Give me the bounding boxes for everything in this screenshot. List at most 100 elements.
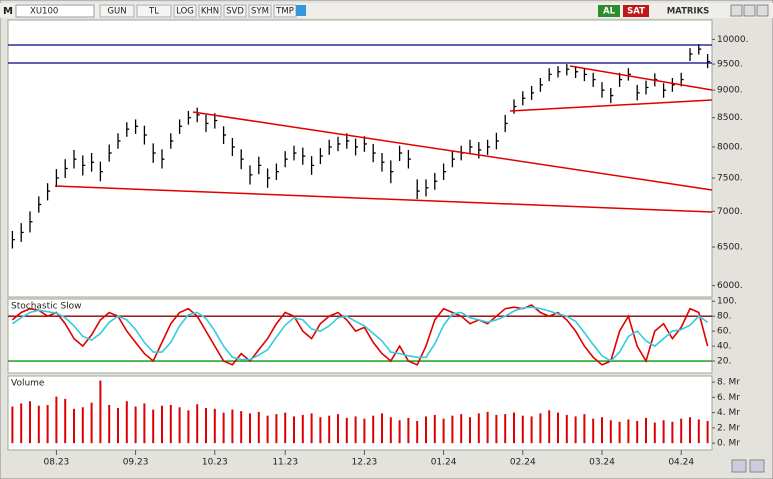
volume-bar (345, 417, 348, 444)
zoom-button[interactable] (749, 459, 765, 473)
y-tick-label: 6500. (717, 243, 743, 253)
symbol[interactable]: XU100 (30, 7, 58, 17)
trend-line (509, 99, 713, 112)
buy-button[interactable] (598, 5, 620, 17)
volume-bar (451, 415, 454, 444)
x-tick-label: 01.24 (431, 458, 457, 468)
volume-bar (407, 417, 410, 444)
toolbar-label[interactable]: SYM (251, 7, 269, 17)
volume-bar (354, 416, 357, 444)
toolbar-label[interactable]: GUN (107, 7, 126, 17)
volume-bar (46, 404, 49, 444)
volume-bar (416, 421, 419, 444)
y-tick-label: 2. Mr (717, 423, 740, 433)
y-tick-label: 100. (717, 297, 737, 307)
volume-bar (284, 412, 287, 444)
volume-bar (196, 404, 199, 444)
toolbar-button[interactable] (136, 4, 172, 18)
volume-bar (530, 416, 533, 444)
menu-m[interactable]: M (3, 6, 13, 17)
volume-bar (706, 421, 709, 444)
volume-bar (627, 419, 630, 444)
y-tick-label: 80. (717, 312, 731, 322)
y-tick-label: 20. (717, 357, 731, 367)
stochastic-line (11, 304, 709, 366)
y-tick-label: 10000. (717, 35, 749, 45)
toolbar-button[interactable] (198, 4, 222, 18)
x-tick-label: 11.23 (272, 458, 298, 468)
symbol-box[interactable] (15, 4, 95, 18)
volume-bar (477, 413, 480, 444)
x-tick-label: 12.23 (352, 458, 378, 468)
volume-bar (495, 414, 498, 444)
volume-bar (601, 417, 603, 444)
y-tick-label: 4. Mr (717, 408, 740, 418)
volume-bar (363, 418, 366, 444)
sell-button[interactable] (623, 5, 649, 17)
scroll-button[interactable] (731, 459, 747, 473)
y-tick-label: 7000. (717, 207, 743, 217)
volume-bar (671, 421, 674, 444)
toolbar-label[interactable]: SVD (226, 7, 244, 17)
volume-bar (37, 405, 40, 444)
volume-bar (213, 408, 216, 444)
volume-bar (257, 411, 260, 444)
volume-bar (169, 404, 172, 444)
volume-bar (592, 418, 595, 444)
volume-bar (583, 414, 586, 444)
close-button[interactable] (756, 4, 769, 17)
x-tick-label: 04.24 (668, 458, 694, 468)
volume-bar (222, 412, 225, 444)
y-tick-label: 9500. (717, 60, 743, 70)
sell-label[interactable]: SAT (627, 7, 645, 17)
x-tick-label: 03.24 (589, 458, 615, 468)
volume-bar (90, 402, 93, 444)
volume-bar (557, 412, 559, 444)
volume-bar (11, 406, 14, 444)
trend-line (54, 185, 713, 213)
volume-bar (680, 418, 683, 444)
volume-bar (205, 408, 207, 444)
toolbar-button[interactable] (223, 4, 247, 18)
toolbar-label[interactable]: TMP (275, 7, 294, 17)
volume-bar (134, 406, 137, 444)
maximize-button[interactable] (743, 4, 756, 17)
volume-panel (7, 375, 713, 451)
volume-bar (548, 410, 551, 444)
toolbar-label[interactable]: LOG (176, 7, 194, 17)
volume-bar (662, 420, 665, 444)
volume-bar (513, 412, 515, 444)
volume-bar (187, 410, 190, 444)
stochastic-line (11, 306, 709, 363)
stochastic-panel (7, 298, 713, 374)
volume-bar (310, 413, 313, 444)
volume-bar (539, 413, 542, 444)
volume-bar (293, 416, 295, 444)
y-tick-label: 60. (717, 327, 731, 337)
y-tick-label: 6000. (717, 281, 743, 291)
y-tick-label: 40. (717, 342, 731, 352)
volume-bar (337, 414, 339, 444)
price-panel (7, 19, 713, 298)
minimize-button[interactable] (730, 4, 743, 17)
twitter-icon[interactable] (296, 5, 306, 16)
toolbar-label[interactable]: TL (148, 7, 159, 17)
volume-bar (64, 398, 67, 444)
toolbar-button[interactable] (248, 4, 272, 18)
volume-bar (319, 417, 322, 444)
x-tick-label: 09.23 (123, 458, 149, 468)
y-tick-label: 8000. (717, 142, 743, 152)
volume-bar (398, 420, 401, 444)
toolbar-label[interactable]: KHN (201, 7, 219, 17)
toolbar-button[interactable] (99, 4, 135, 18)
volume-bar (328, 415, 331, 444)
toolbar-button[interactable] (173, 4, 197, 18)
volume-bar (486, 411, 489, 444)
volume-bar (460, 414, 463, 444)
panel-title: Stochastic Slow (11, 302, 82, 312)
volume-bar (178, 407, 181, 444)
buy-label[interactable]: AL (603, 7, 616, 17)
x-tick-label: 08.23 (44, 458, 70, 468)
volume-bar (389, 417, 392, 444)
